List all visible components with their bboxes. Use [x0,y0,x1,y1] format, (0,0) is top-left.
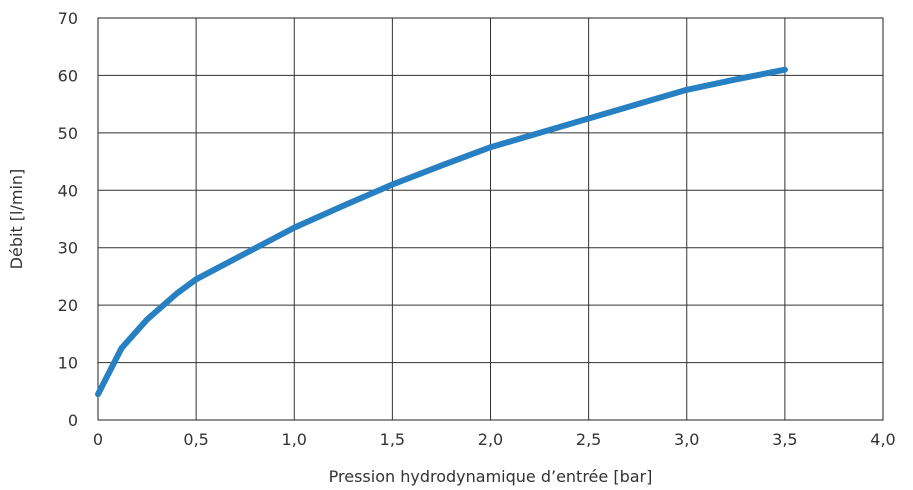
x-tick-label: 4,0 [870,430,895,449]
y-tick-label: 30 [58,239,78,258]
y-axis-ticks: 0 10 20 30 40 50 60 70 [58,9,78,430]
y-axis-label: Débit [l/min] [7,169,26,270]
x-axis-ticks: 0 0,5 1,0 1,5 2,0 2,5 3,0 3,5 4,0 [93,430,896,449]
x-tick-label: 1,0 [282,430,307,449]
x-tick-label: 3,0 [674,430,699,449]
x-tick-label: 2,0 [478,430,503,449]
x-tick-label: 0 [93,430,103,449]
x-tick-label: 0,5 [183,430,208,449]
series-line [95,66,788,398]
x-tick-label: 1,5 [380,430,405,449]
y-tick-label: 20 [58,296,78,315]
x-axis-label: Pression hydrodynamique d’entrée [bar] [329,467,653,486]
y-tick-label: 10 [58,354,78,373]
y-tick-label: 50 [58,124,78,143]
y-tick-label: 40 [58,181,78,200]
y-tick-label: 60 [58,66,78,85]
plot-frame [97,17,884,421]
y-tick-label: 0 [68,411,78,430]
x-tick-label: 3,5 [772,430,797,449]
y-tick-label: 70 [58,9,78,28]
grid [97,17,884,421]
x-tick-label: 2,5 [576,430,601,449]
series-group [95,66,788,398]
